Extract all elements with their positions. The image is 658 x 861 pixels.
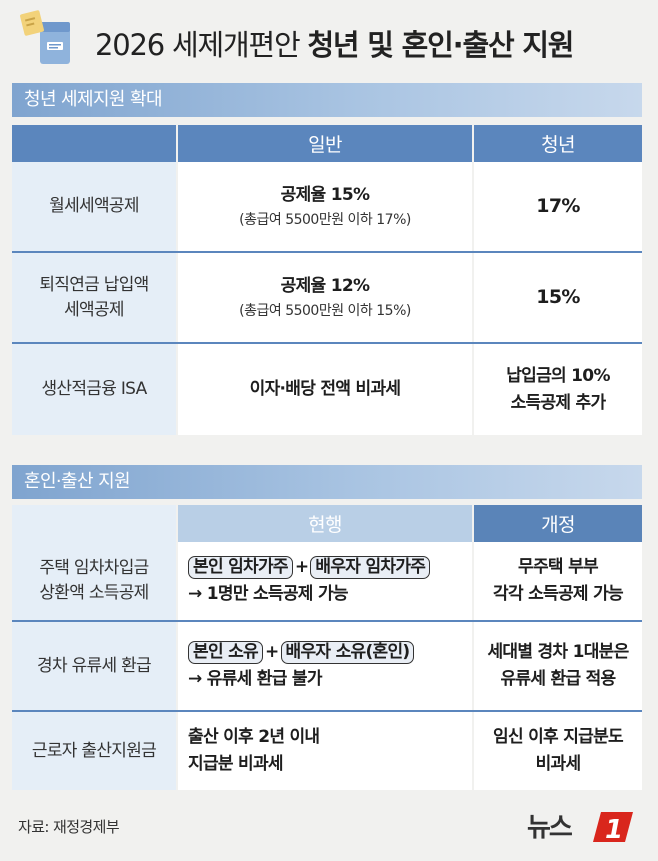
- current-value: 본인 소유 + 배우자 소유(혼인) → 유류세 환급 불가: [178, 622, 474, 710]
- table-row: 근로자 출산지원금 출산 이후 2년 이내 지급분 비과세 임신 이후 지급분도…: [12, 712, 642, 790]
- section-youth-title: 청년 세제지원 확대: [12, 83, 642, 117]
- column-header-youth: 청년: [474, 125, 642, 162]
- revised-value: 세대별 경차 1대분은 유류세 환급 적용: [474, 622, 642, 710]
- table-header: 현행 개정: [12, 505, 642, 542]
- tax-box-icon: [20, 10, 70, 64]
- table-header: 일반 청년: [12, 125, 642, 162]
- header: 2026 세제개편안 청년 및 혼인·출산 지원: [0, 0, 658, 82]
- marriage-table: 현행 개정 주택 임차차입금 상환액 소득공제 본인 임차가주 + 배우자 임차가주…: [12, 505, 642, 790]
- youth-value: 17%: [474, 162, 642, 251]
- table-row: 경차 유류세 환급 본인 소유 + 배우자 소유(혼인) → 유류세 환급 불가 세…: [12, 622, 642, 712]
- youth-value: 납입금의 10% 소득공제 추가: [474, 344, 642, 435]
- source-note: 자료: 재정경제부: [18, 818, 120, 836]
- chip: 배우자 임차가주: [310, 556, 431, 579]
- column-header: [12, 505, 178, 542]
- table-row: 생산적금융 ISA 이자·배당 전액 비과세 납입금의 10% 소득공제 추가: [12, 344, 642, 435]
- page-title: 2026 세제개편안 청년 및 혼인·출산 지원: [95, 28, 574, 62]
- general-value: 이자·배당 전액 비과세: [178, 344, 474, 435]
- youth-value: 15%: [474, 253, 642, 342]
- chip: 배우자 소유(혼인): [280, 641, 415, 664]
- row-label: 월세세액공제: [12, 162, 178, 251]
- plus-sign: +: [294, 557, 309, 577]
- current-value: 본인 임차가주 + 배우자 임차가주 → 1명만 소득공제 가능: [178, 542, 474, 620]
- section-marriage-title: 혼인·출산 지원: [12, 465, 642, 499]
- table-row: 주택 임차차입금 상환액 소득공제 본인 임차가주 + 배우자 임차가주 → 1명만…: [12, 542, 642, 622]
- brand-text: 뉴스: [527, 813, 573, 843]
- general-value: 공제율 12% (총급여 5500만원 이하 15%): [178, 253, 474, 342]
- row-label: 경차 유류세 환급: [12, 622, 178, 710]
- brand-number: 1: [605, 815, 623, 845]
- column-header-current: 현행: [178, 505, 474, 542]
- chip: 본인 임차가주: [188, 556, 293, 579]
- row-label: 근로자 출산지원금: [12, 712, 178, 790]
- youth-table: 일반 청년 월세세액공제 공제율 15% (총급여 5500만원 이하 17%)…: [12, 125, 642, 435]
- column-header-general: 일반: [178, 125, 474, 162]
- table-row: 퇴직연금 납입액 세액공제 공제율 12% (총급여 5500만원 이하 15%…: [12, 253, 642, 344]
- news1-logo: 뉴스 1: [527, 812, 633, 845]
- revised-value: 임신 이후 지급분도 비과세: [474, 712, 642, 790]
- revised-value: 무주택 부부 각각 소득공제 가능: [474, 542, 642, 620]
- row-label: 주택 임차차입금 상환액 소득공제: [12, 542, 178, 620]
- row-label: 퇴직연금 납입액 세액공제: [12, 253, 178, 342]
- row-label: 생산적금융 ISA: [12, 344, 178, 435]
- general-value: 공제율 15% (총급여 5500만원 이하 17%): [178, 162, 474, 251]
- plus-sign: +: [264, 642, 279, 662]
- column-header: [12, 125, 178, 162]
- column-header-revised: 개정: [474, 505, 642, 542]
- current-value: 출산 이후 2년 이내 지급분 비과세: [178, 712, 474, 790]
- chip: 본인 소유: [188, 641, 263, 664]
- table-row: 월세세액공제 공제율 15% (총급여 5500만원 이하 17%) 17%: [12, 162, 642, 253]
